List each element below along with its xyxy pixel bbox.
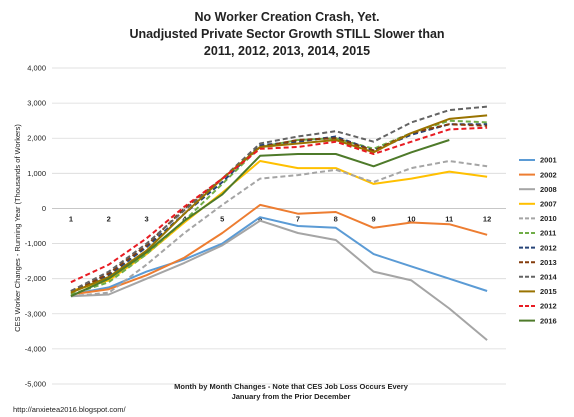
legend-label-2014: 2014 — [540, 273, 558, 282]
legend-label-2015: 2015 — [540, 287, 557, 296]
x-category-label: 5 — [220, 214, 224, 223]
y-tick-label: 1,000 — [27, 169, 46, 178]
title-line-1: No Worker Creation Crash, Yet. — [194, 10, 379, 24]
y-tick-label: 4,000 — [27, 64, 46, 73]
y-axis-tick-labels: -5,000 -4,000 -3,000 -2,000 -1,000 0 1,000 2,00… — [25, 64, 46, 389]
y-tick-label: -1,000 — [25, 239, 46, 248]
x-category-label: 7 — [296, 214, 300, 223]
legend-label-2012: 2012 — [540, 302, 557, 311]
legend-label-2001: 2001 — [540, 156, 557, 165]
series-line-2012 — [70, 123, 488, 292]
series-line-2015 — [70, 114, 488, 294]
legend-label-2013: 2013 — [540, 258, 557, 267]
title-line-2: Unadjusted Private Sector Growth STILL S… — [129, 27, 444, 41]
x-category-label: 2 — [107, 214, 111, 223]
y-tick-label: 3,000 — [27, 99, 46, 108]
series-line-2011 — [70, 119, 488, 296]
x-category-label: 12 — [483, 214, 491, 223]
x-axis-label-line-1: Month by Month Changes - Note that CES J… — [174, 382, 409, 391]
x-category-label: 8 — [334, 214, 338, 223]
series-lines — [70, 105, 488, 341]
series-line-2001 — [70, 216, 488, 296]
y-axis-label: CES Worker Changes - Running Year (Thous… — [13, 124, 22, 332]
x-category-label: 1 — [69, 214, 73, 223]
legend-label-2016: 2016 — [540, 316, 557, 325]
x-category-label: 6 — [258, 214, 262, 223]
x-category-label: 10 — [407, 214, 415, 223]
legend-label-2010: 2010 — [540, 214, 557, 223]
series-line-2012 — [70, 126, 488, 284]
series-line-2014 — [70, 105, 488, 292]
y-tick-label: -2,000 — [25, 274, 46, 283]
x-category-label: 11 — [445, 214, 453, 223]
legend: 2001 2002 2008 2007 2010 2011 2012 2013 2014 2015… — [519, 156, 558, 325]
series-line-2008 — [70, 219, 488, 341]
y-tick-label: -5,000 — [25, 380, 46, 389]
x-category-label: 9 — [371, 214, 375, 223]
chart-title: No Worker Creation Crash, Yet. Unadjuste… — [129, 10, 444, 58]
legend-label-2011: 2011 — [540, 229, 556, 238]
title-line-3: 2011, 2012, 2013, 2014, 2015 — [204, 44, 370, 58]
series-line-2010 — [70, 160, 488, 298]
legend-label-2008: 2008 — [540, 185, 557, 194]
y-tick-label: -4,000 — [25, 344, 46, 353]
y-tick-label: 2,000 — [27, 134, 46, 143]
y-tick-label: -3,000 — [25, 309, 46, 318]
legend-label-2007: 2007 — [540, 200, 557, 209]
y-tick-label: 0 — [42, 204, 46, 213]
source-url: http://anxietea2016.blogspot.com/ — [13, 405, 126, 414]
legend-label-2002: 2002 — [540, 170, 557, 179]
x-axis-label-line-2: January from the Prior December — [232, 392, 351, 401]
x-category-label: 3 — [144, 214, 148, 223]
series-line-2007 — [70, 160, 488, 292]
legend-label-2012: 2012 — [540, 243, 557, 252]
series-line-2016 — [70, 139, 450, 298]
series-line-2002 — [70, 203, 488, 296]
